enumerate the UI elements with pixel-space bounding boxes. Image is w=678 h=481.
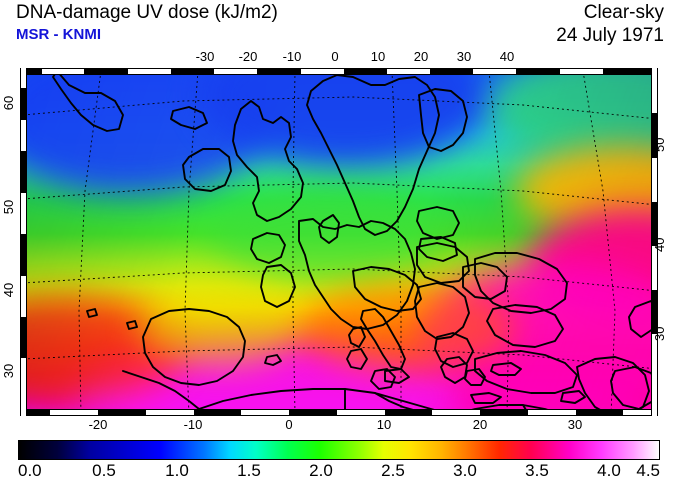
axis-tick-left-2: 40 [1,282,17,298]
colorbar-tick-4: 2.0 [309,461,333,480]
axis-tick-bottom-2: 0 [285,417,293,432]
colorbar-tick-8: 4.0 [597,461,621,480]
axis-tick-left-1: 50 [1,199,17,215]
axis-tick-bottom-3: 10 [376,417,392,432]
axis-tick-top-4: 10 [370,49,386,64]
colorbar-tick-5: 2.5 [381,461,405,480]
colorbar-tick-0: 0.0 [18,461,42,480]
axis-tick-right-2: 30 [652,326,667,341]
axis-tick-bottom-0: -20 [88,417,108,432]
axis-tick-bottom-1: -10 [183,417,203,432]
axis-tick-left-0: 60 [1,95,17,111]
axis-tick-bottom-4: 20 [472,417,488,432]
uv-dose-field [23,71,655,413]
colorbar-tick-9: 4.5 [636,461,660,480]
axis-tick-top-6: 30 [456,49,472,64]
map-frame-right [651,68,658,416]
uv-field-tilt-overlay [23,71,655,413]
axis-tick-top-3: 0 [331,49,339,64]
axis-tick-top-5: 20 [413,49,429,64]
axis-tick-bottom-5: 30 [567,417,583,432]
axis-tick-right-1: 40 [652,237,667,252]
colorbar-tick-7: 3.5 [525,461,549,480]
colorbar: 0.0 0.5 1.0 1.5 2.0 2.5 3.0 3.5 4.0 4.5 [18,440,660,480]
institution-label: MSR - KNMI [16,26,101,43]
page-title: DNA-damage UV dose (kJ/m2) [16,2,278,23]
colorbar-tick-1: 0.5 [92,461,116,480]
colorbar-tick-labels: 0.0 0.5 1.0 1.5 2.0 2.5 3.0 3.5 4.0 4.5 [18,461,660,481]
axis-tick-top-0: -30 [195,49,215,64]
colorbar-tick-6: 3.0 [453,461,477,480]
date-label: 24 July 1971 [556,25,664,46]
colorbar-tick-2: 1.0 [165,461,189,480]
axis-tick-top-1: -20 [238,49,258,64]
colorbar-gradient [18,440,660,460]
sky-condition-label: Clear-sky [583,2,664,23]
map-frame-bottom [20,409,658,416]
colorbar-tick-3: 1.5 [237,461,261,480]
map-frame-top [20,68,658,75]
axis-tick-top-2: -10 [282,49,302,64]
map-panel [20,68,658,416]
axis-tick-top-7: 40 [499,49,515,64]
axis-tick-right-0: 50 [652,137,667,152]
axis-tick-left-3: 30 [1,363,17,379]
map-frame-left [20,68,27,416]
